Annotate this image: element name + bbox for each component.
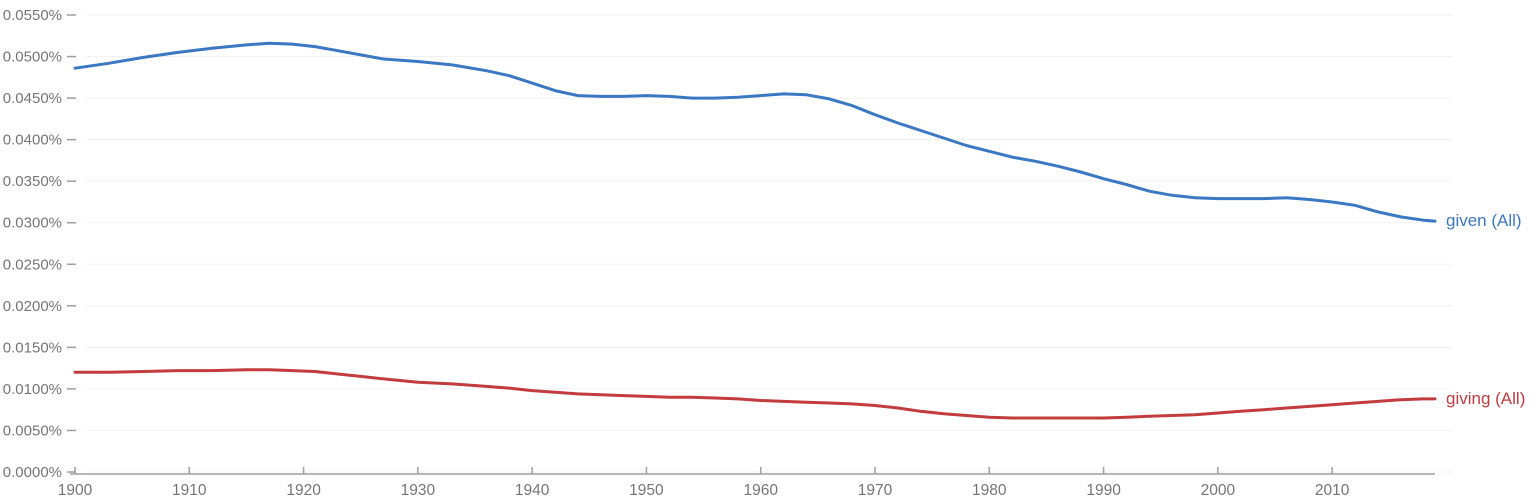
y-axis-tick-label: 0.0400% <box>3 132 62 149</box>
x-axis-tick-label: 1970 <box>858 482 893 499</box>
y-axis-tick-label: 0.0000% <box>3 464 62 481</box>
y-axis-tick-label: 0.0200% <box>3 298 62 315</box>
y-axis-tick-label: 0.0350% <box>3 173 62 190</box>
series-line-0[interactable] <box>73 41 1437 223</box>
x-axis-tick-label: 1950 <box>629 482 664 499</box>
series-lines <box>73 41 1437 420</box>
series-line-1[interactable] <box>73 368 1437 420</box>
x-axis-tick-label: 1900 <box>58 482 93 499</box>
x-axis-tick-label: 2000 <box>1201 482 1236 499</box>
y-axis-tick-label: 0.0500% <box>3 49 62 66</box>
x-axis: 1900 1910 1920 1930 1940 1950 1960 1970 1980 1990… <box>58 467 1435 499</box>
x-axis-tick-label: 1910 <box>172 482 207 499</box>
x-axis-tick-label: 1960 <box>743 482 778 499</box>
x-axis-tick-label: 2010 <box>1315 482 1350 499</box>
y-axis-tick-label: 0.0100% <box>3 381 62 398</box>
y-axis: 0.0000% 0.0050% 0.0100% 0.0150% 0.0200% 0.025… <box>3 7 76 481</box>
y-axis-tick-label: 0.0450% <box>3 90 62 107</box>
x-axis-tick-label: 1990 <box>1086 482 1121 499</box>
y-axis-tick-label: 0.0150% <box>3 339 62 356</box>
x-axis-tick-label: 1980 <box>972 482 1007 499</box>
x-axis-tick-label: 1920 <box>286 482 321 499</box>
y-axis-tick-label: 0.0050% <box>3 422 62 439</box>
y-axis-tick-label: 0.0250% <box>3 256 62 273</box>
series-label-given[interactable]: given (All) <box>1446 211 1522 230</box>
x-axis-tick-label: 1930 <box>401 482 436 499</box>
y-axis-tick-label: 0.0550% <box>3 7 62 24</box>
x-axis-tick-label: 1940 <box>515 482 550 499</box>
gridlines <box>86 14 1452 473</box>
y-axis-tick-label: 0.0300% <box>3 215 62 232</box>
series-label-giving[interactable]: giving (All) <box>1446 389 1526 408</box>
